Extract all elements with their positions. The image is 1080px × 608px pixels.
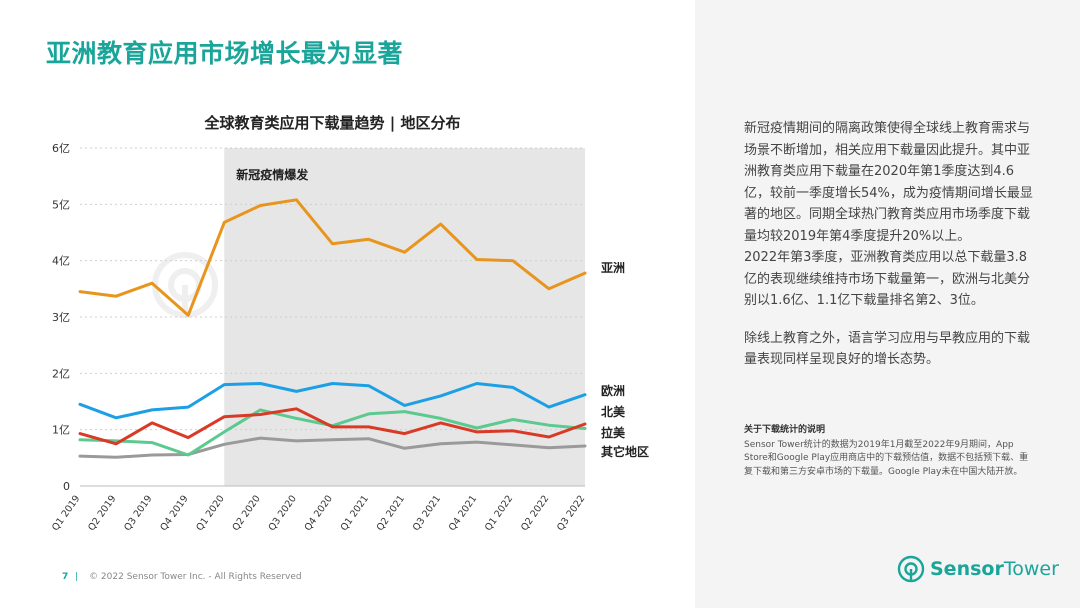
x-tick-label: Q4 2021: [447, 493, 479, 533]
brand-logo: SensorTower: [897, 555, 1059, 583]
data-note-body: Sensor Tower统计的数据为2019年1月截至2022年9月期间，App…: [744, 439, 1029, 477]
data-note-title: 关于下载统计的说明: [744, 425, 826, 435]
y-tick-label: 2亿: [52, 367, 70, 380]
sensor-tower-logo-icon: [897, 555, 925, 583]
covid-highlight-band: [224, 148, 586, 486]
x-tick-label: Q4 2020: [303, 493, 335, 533]
y-tick-label: 3亿: [52, 311, 70, 324]
data-note: 关于下载统计的说明 Sensor Tower统计的数据为2019年1月截至202…: [744, 424, 1036, 479]
x-tick-label: Q3 2022: [555, 493, 587, 533]
y-tick-label: 6亿: [52, 142, 70, 155]
series-line-其它地区: [78, 436, 587, 459]
y-tick-label: 0: [63, 480, 70, 493]
x-tick-label: Q2 2020: [230, 493, 262, 533]
x-tick-label: Q1 2022: [483, 493, 515, 533]
right-panel: [695, 0, 1080, 608]
brand-name: SensorTower: [930, 558, 1059, 580]
page-number: 7: [62, 572, 69, 582]
y-tick-label: 5亿: [52, 198, 70, 211]
description: 新冠疫情期间的隔离政策使得全球线上教育需求与场景不断增加，相关应用下载量因此提升…: [744, 118, 1036, 383]
x-tick-label: Q4 2019: [158, 493, 190, 533]
footer: 7 | © 2022 Sensor Tower Inc. - All Right…: [62, 572, 302, 582]
x-tick-label: Q2 2022: [519, 493, 551, 533]
series-line-北美: [78, 407, 587, 446]
x-tick-label: Q3 2021: [411, 493, 443, 533]
description-paragraph-1: 新冠疫情期间的隔离政策使得全球线上教育需求与场景不断增加，相关应用下载量因此提升…: [744, 121, 1033, 244]
y-tick-label: 4亿: [52, 255, 70, 268]
series-label-北美: 北美: [601, 404, 626, 419]
x-tick-label: Q2 2021: [375, 493, 407, 533]
page-title: 亚洲教育应用市场增长最为显著: [46, 39, 404, 68]
y-tick-label: 1亿: [52, 424, 70, 437]
x-tick-label: Q1 2019: [50, 493, 82, 533]
series-label-欧洲: 欧洲: [601, 383, 625, 398]
series-line-亚洲: [78, 198, 587, 317]
x-tick-label: Q1 2020: [194, 493, 226, 533]
series-label-其它地区: 其它地区: [601, 444, 649, 459]
series-label-拉美: 拉美: [601, 425, 626, 440]
covid-annotation: 新冠疫情爆发: [236, 167, 309, 182]
description-paragraph-3: 除线上教育之外，语言学习应用与早教应用的下载量表现同样呈现良好的增长态势。: [744, 330, 1031, 368]
x-tick-label: Q3 2020: [267, 493, 299, 533]
chart-title: 全球教育类应用下载量趋势 | 地区分布: [204, 114, 461, 132]
series-label-亚洲: 亚洲: [601, 261, 625, 275]
x-tick-label: Q2 2019: [86, 493, 118, 533]
description-paragraph-2: 2022年第3季度，亚洲教育类应用以总下载量3.8亿的表现继续维持市场下载量第一…: [744, 250, 1031, 308]
x-tick-label: Q3 2019: [122, 493, 154, 533]
line-chart: 新冠疫情爆发 0 1亿 2亿 3亿 4亿 5亿 6亿 Q1 2019 Q2 2019 Q3 201…: [50, 142, 649, 533]
copyright: © 2022 Sensor Tower Inc. - All Rights Re…: [89, 572, 302, 582]
series-line-欧洲: [78, 382, 587, 420]
x-tick-label: Q1 2021: [339, 493, 371, 533]
footer-separator: |: [75, 572, 79, 582]
